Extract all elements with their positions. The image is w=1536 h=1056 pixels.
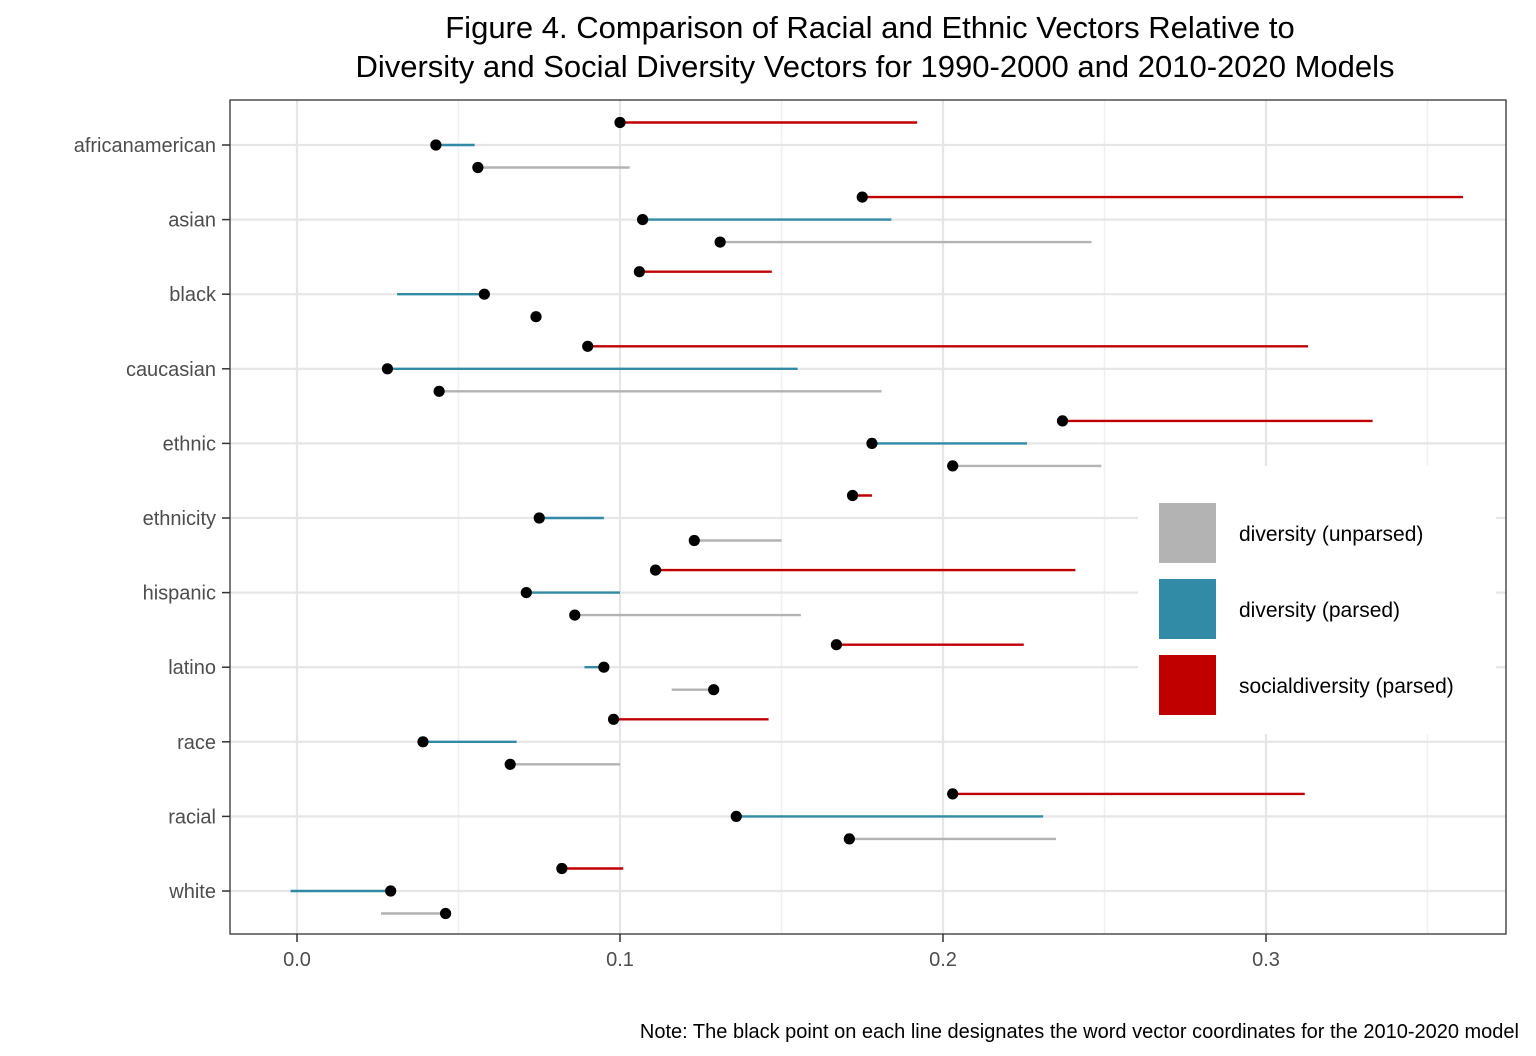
legend-key-2 bbox=[1159, 655, 1216, 715]
y-tick-label-asian: asian bbox=[168, 210, 216, 232]
point-black-diversity-parsed bbox=[478, 288, 490, 300]
chart-note: Note: The black point on each line desig… bbox=[640, 1021, 1519, 1043]
point-africanamerican-diversity-parsed bbox=[430, 139, 442, 151]
legend-label-2: socialdiversity (parsed) bbox=[1239, 675, 1454, 698]
x-axis: 0.0 0.1 0.2 0.3 bbox=[283, 934, 1280, 971]
x-tick-label-0: 0.0 bbox=[283, 949, 311, 971]
point-white-diversity-parsed bbox=[385, 885, 397, 897]
point-asian-diversity-parsed bbox=[637, 214, 649, 226]
point-hispanic-diversity-parsed bbox=[520, 587, 532, 599]
plot-panel-border bbox=[229, 99, 1507, 935]
point-white-diversity-unparsed bbox=[439, 907, 452, 920]
legend: diversity (unparsed) diversity (parsed) so… bbox=[1138, 466, 1496, 734]
point-hispanic-diversity-unparsed bbox=[569, 609, 581, 621]
y-tick-label-caucasian: caucasian bbox=[126, 359, 216, 381]
y-tick-label-ethnic: ethnic bbox=[163, 433, 216, 455]
point-ethnic-diversity-parsed bbox=[866, 437, 878, 449]
legend-key-0 bbox=[1159, 503, 1216, 563]
point-africanamerican-diversity-unparsed bbox=[472, 161, 484, 174]
x-tick-label-1: 0.1 bbox=[606, 949, 634, 971]
y-tick-label-latino: latino bbox=[168, 657, 216, 679]
y-tick-label-race: race bbox=[177, 732, 216, 754]
y-tick-label-hispanic: hispanic bbox=[143, 583, 216, 605]
point-racial-diversity-unparsed bbox=[843, 833, 855, 845]
point-caucasian-diversity-unparsed bbox=[433, 385, 445, 397]
point-race-socialdiversity-parsed bbox=[607, 713, 620, 725]
point-racial-socialdiversity-parsed bbox=[947, 788, 959, 800]
point-latino-diversity-parsed bbox=[598, 661, 610, 673]
point-asian-diversity-unparsed bbox=[714, 236, 726, 248]
point-africanamerican-socialdiversity-parsed bbox=[614, 116, 626, 129]
point-racial-diversity-parsed bbox=[730, 810, 742, 823]
legend-key-1 bbox=[1159, 579, 1216, 639]
point-ethnic-socialdiversity-parsed bbox=[1056, 415, 1069, 427]
point-ethnicity-socialdiversity-parsed bbox=[846, 489, 859, 502]
point-white-socialdiversity-parsed bbox=[556, 862, 568, 875]
point-latino-diversity-unparsed bbox=[708, 684, 720, 696]
legend-label-1: diversity (parsed) bbox=[1239, 599, 1400, 622]
y-axis: africanamerican asian black caucasian ethnic… bbox=[74, 135, 230, 903]
endpoint-dots bbox=[381, 116, 1069, 920]
point-latino-socialdiversity-parsed bbox=[830, 639, 843, 651]
point-race-diversity-unparsed bbox=[504, 758, 516, 770]
y-tick-label-racial: racial bbox=[168, 806, 216, 828]
point-asian-socialdiversity-parsed bbox=[856, 191, 868, 203]
point-caucasian-diversity-parsed bbox=[381, 363, 394, 375]
point-black-socialdiversity-parsed bbox=[633, 266, 645, 278]
y-tick-label-ethnicity: ethnicity bbox=[143, 508, 216, 530]
chart-title-line-2: Diversity and Social Diversity Vectors f… bbox=[355, 49, 1394, 84]
y-tick-label-black: black bbox=[169, 284, 217, 306]
point-caucasian-socialdiversity-parsed bbox=[582, 340, 594, 352]
x-tick-label-2: 0.2 bbox=[929, 949, 957, 971]
y-tick-label-white: white bbox=[168, 881, 216, 903]
point-ethnic-diversity-unparsed bbox=[947, 460, 959, 472]
point-black-diversity-unparsed bbox=[530, 311, 542, 323]
point-ethnicity-diversity-parsed bbox=[533, 512, 545, 524]
chart-title-line-1: Figure 4. Comparison of Racial and Ethni… bbox=[445, 10, 1294, 45]
y-tick-label-africanamerican: africanamerican bbox=[74, 135, 216, 157]
x-tick-label-3: 0.3 bbox=[1252, 949, 1280, 971]
point-ethnicity-diversity-unparsed bbox=[688, 534, 700, 547]
legend-label-0: diversity (unparsed) bbox=[1239, 523, 1423, 546]
point-hispanic-socialdiversity-parsed bbox=[649, 564, 662, 576]
point-race-diversity-parsed bbox=[417, 736, 429, 748]
series-lines bbox=[290, 121, 1464, 915]
